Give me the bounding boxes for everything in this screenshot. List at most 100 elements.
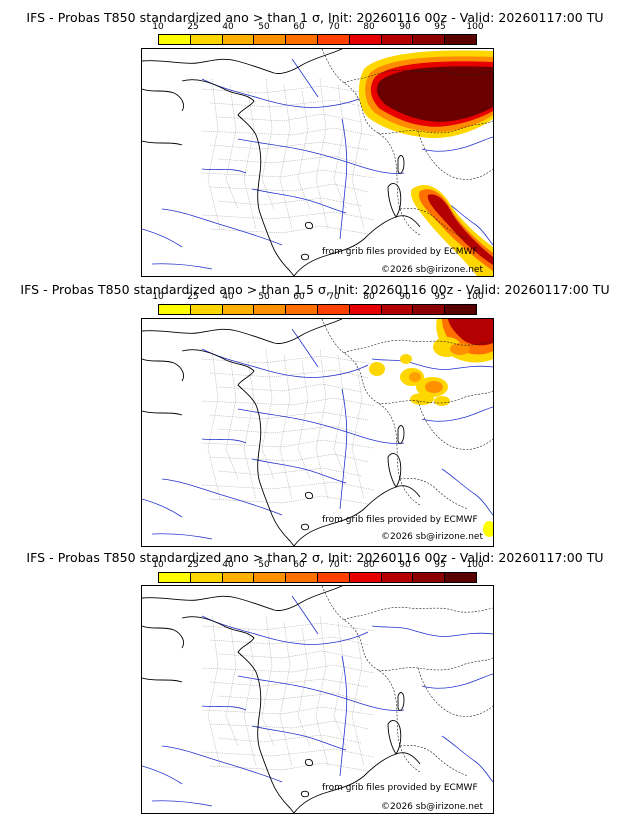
colorbar-segment bbox=[349, 35, 382, 44]
colorbar-segment bbox=[286, 573, 318, 582]
admin-boundary-line bbox=[209, 99, 369, 109]
admin-boundary-line bbox=[209, 636, 369, 646]
colorbar-label: 70 bbox=[328, 560, 340, 570]
colorbar-segment bbox=[159, 35, 191, 44]
river-line bbox=[201, 438, 247, 444]
colorbar-label: 100 bbox=[466, 560, 484, 570]
admin-boundary-line bbox=[261, 348, 275, 480]
admin-boundary-line bbox=[261, 615, 275, 747]
coastline bbox=[142, 319, 343, 344]
admin-boundary-line bbox=[315, 615, 329, 767]
river-line bbox=[151, 800, 213, 807]
colorbar-label: 70 bbox=[328, 292, 340, 302]
colorbar-label: 50 bbox=[258, 560, 270, 570]
river-line bbox=[291, 328, 319, 368]
coastline bbox=[397, 692, 405, 711]
admin-boundary-line bbox=[201, 706, 375, 716]
coastline bbox=[305, 758, 313, 767]
copyright-credit: ©2026 sb@irizone.net bbox=[381, 802, 483, 812]
colorbar-segment bbox=[413, 305, 446, 314]
copyright-credit: ©2026 sb@irizone.net bbox=[381, 265, 483, 275]
colorbar-segment bbox=[413, 573, 446, 582]
country-border-line bbox=[399, 207, 469, 240]
colorbar-segment bbox=[222, 35, 255, 44]
admin-boundary-line bbox=[315, 78, 329, 230]
coastline bbox=[142, 625, 185, 649]
coastline bbox=[142, 358, 185, 382]
colorbar bbox=[158, 34, 477, 45]
coastline bbox=[387, 453, 402, 488]
colorbar-label: 95 bbox=[434, 22, 446, 32]
colorbar-segment bbox=[222, 305, 255, 314]
coastline bbox=[293, 215, 421, 276]
admin-boundary-line bbox=[209, 453, 369, 463]
country-border-line bbox=[343, 69, 493, 84]
admin-boundary-line bbox=[297, 360, 311, 480]
colorbar-segment bbox=[445, 573, 476, 582]
river-line bbox=[201, 78, 369, 108]
colorbar-segment bbox=[413, 35, 446, 44]
country-border-line bbox=[321, 319, 421, 506]
probability-field bbox=[358, 50, 493, 276]
river-line bbox=[237, 408, 405, 444]
colorbar-label: 90 bbox=[399, 22, 411, 32]
admin-boundary-line bbox=[243, 360, 257, 500]
admin-boundary-line bbox=[225, 84, 239, 210]
colorbar-label: 50 bbox=[258, 22, 270, 32]
colorbar-segment bbox=[317, 35, 350, 44]
coastline bbox=[387, 183, 402, 218]
country-border-line bbox=[321, 586, 421, 773]
river-line bbox=[441, 198, 493, 246]
admin-boundary-line bbox=[351, 90, 365, 230]
admin-boundary-line bbox=[201, 85, 375, 95]
river-line bbox=[339, 118, 348, 240]
coastline bbox=[142, 677, 183, 683]
admin-boundary-line bbox=[217, 383, 363, 393]
colorbar-segment bbox=[381, 35, 414, 44]
river-line bbox=[421, 406, 493, 422]
colorbar-segment bbox=[190, 573, 223, 582]
colorbar-label: 10 bbox=[152, 292, 164, 302]
coastline bbox=[301, 790, 309, 798]
river-line bbox=[142, 498, 183, 518]
river-line bbox=[291, 58, 319, 98]
river-line bbox=[161, 478, 283, 516]
colorbar-segment bbox=[445, 305, 476, 314]
river-line bbox=[291, 595, 319, 635]
colorbar bbox=[158, 304, 477, 315]
colorbar-label: 100 bbox=[466, 22, 484, 32]
colorbar-label: 60 bbox=[293, 22, 305, 32]
colorbar-segment bbox=[254, 573, 287, 582]
admin-boundary-line bbox=[207, 78, 221, 230]
colorbar-segment bbox=[381, 305, 414, 314]
colorbar-label: 80 bbox=[363, 292, 375, 302]
admin-boundary-line bbox=[217, 113, 363, 123]
river-line bbox=[161, 208, 283, 246]
colorbar-label: 60 bbox=[293, 292, 305, 302]
country-border-line bbox=[343, 606, 493, 621]
admin-boundary-line bbox=[225, 354, 239, 480]
admin-boundary-line bbox=[297, 90, 311, 210]
country-border-line bbox=[377, 120, 493, 134]
admin-boundary-line bbox=[279, 354, 293, 500]
admin-boundary-line bbox=[207, 348, 221, 500]
coastline bbox=[387, 720, 402, 755]
colorbar-label: 25 bbox=[187, 560, 199, 570]
river-line bbox=[251, 188, 347, 214]
admin-boundary-line bbox=[217, 197, 363, 207]
panel-title: IFS - Probas T850 standardized ano > tha… bbox=[20, 282, 610, 297]
river-line bbox=[151, 533, 213, 540]
admin-boundary-line bbox=[217, 155, 363, 165]
admin-boundary-line bbox=[209, 762, 369, 772]
colorbar-segment bbox=[317, 573, 350, 582]
colorbar-segment bbox=[190, 305, 223, 314]
country-border-line bbox=[417, 130, 493, 180]
admin-boundary-line bbox=[217, 734, 363, 744]
colorbar-label: 40 bbox=[222, 292, 234, 302]
coastline bbox=[305, 491, 313, 500]
colorbar-label: 40 bbox=[222, 560, 234, 570]
panel-title: IFS - Probas T850 standardized ano > tha… bbox=[26, 550, 604, 565]
admin-boundary-line bbox=[207, 615, 221, 767]
coastline bbox=[181, 349, 295, 546]
admin-boundary-line bbox=[201, 211, 375, 221]
